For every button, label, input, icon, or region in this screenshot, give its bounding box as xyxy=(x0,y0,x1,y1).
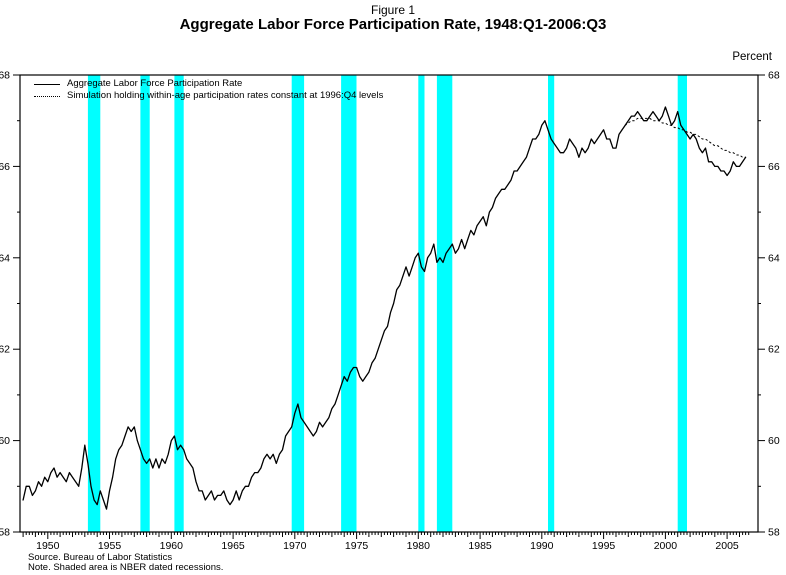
legend-label-actual: Aggregate Labor Force Participation Rate xyxy=(67,78,243,89)
recession-band xyxy=(436,75,453,532)
recession-band xyxy=(87,75,101,532)
recession-band xyxy=(548,75,555,532)
x-axis-tick-label: 1965 xyxy=(221,540,245,552)
y-axis-tick-label-right: 68 xyxy=(768,70,780,82)
x-axis-tick-label: 1985 xyxy=(468,540,492,552)
x-axis-tick-label: 1950 xyxy=(36,540,60,552)
simulation-line xyxy=(624,117,747,158)
x-axis-tick-label: 1975 xyxy=(345,540,369,552)
legend-item-simulation: Simulation holding within-age participat… xyxy=(34,90,383,102)
y-axis-tick-label-left: 68 xyxy=(0,70,10,82)
recession-band xyxy=(418,75,425,532)
x-axis-tick-label: 1955 xyxy=(98,540,122,552)
legend-item-actual: Aggregate Labor Force Participation Rate xyxy=(34,78,383,90)
x-axis-tick-label: 2000 xyxy=(654,540,678,552)
y-axis-tick-label-left: 60 xyxy=(0,435,10,447)
chart-legend: Aggregate Labor Force Participation Rate… xyxy=(34,78,383,102)
legend-label-simulation: Simulation holding within-age participat… xyxy=(67,90,384,101)
x-axis-tick-label: 1990 xyxy=(530,540,554,552)
y-axis-tick-label-left: 58 xyxy=(0,527,10,539)
solid-line-sample xyxy=(34,83,60,85)
y-axis-tick-label-right: 58 xyxy=(768,527,780,539)
y-axis-tick-label-left: 64 xyxy=(0,252,10,264)
x-axis-tick-label: 1980 xyxy=(407,540,431,552)
x-axis-tick-label: 1960 xyxy=(160,540,184,552)
recession-note: Note. Shaded area is NBER dated recessio… xyxy=(28,562,224,573)
figure-number: Figure 1 xyxy=(370,3,416,17)
x-axis-tick-label: 2005 xyxy=(715,540,739,552)
recession-band xyxy=(291,75,305,532)
plot-frame xyxy=(19,74,759,533)
figure-title: Aggregate Labor Force Participation Rate… xyxy=(179,16,607,33)
source-note: Source. Bureau of Labor Statistics xyxy=(28,552,173,563)
x-axis-tick-label: 1995 xyxy=(592,540,616,552)
y-axis-tick-label-right: 66 xyxy=(768,161,780,173)
recession-band xyxy=(341,75,357,532)
recession-band xyxy=(140,75,150,532)
y-axis-tick-label-right: 64 xyxy=(768,252,780,264)
y-axis-tick-label-right: 60 xyxy=(768,435,780,447)
recession-band xyxy=(174,75,184,532)
recession-band xyxy=(677,75,687,532)
y-axis-tick-label-left: 66 xyxy=(0,161,10,173)
right-axis-unit-label: Percent xyxy=(732,51,772,63)
dotted-line-sample xyxy=(34,95,60,97)
participation-rate-line xyxy=(22,106,747,510)
y-axis-tick-label-right: 62 xyxy=(768,344,780,356)
y-axis-tick-label-left: 62 xyxy=(0,344,10,356)
x-axis-tick-label: 1970 xyxy=(283,540,307,552)
